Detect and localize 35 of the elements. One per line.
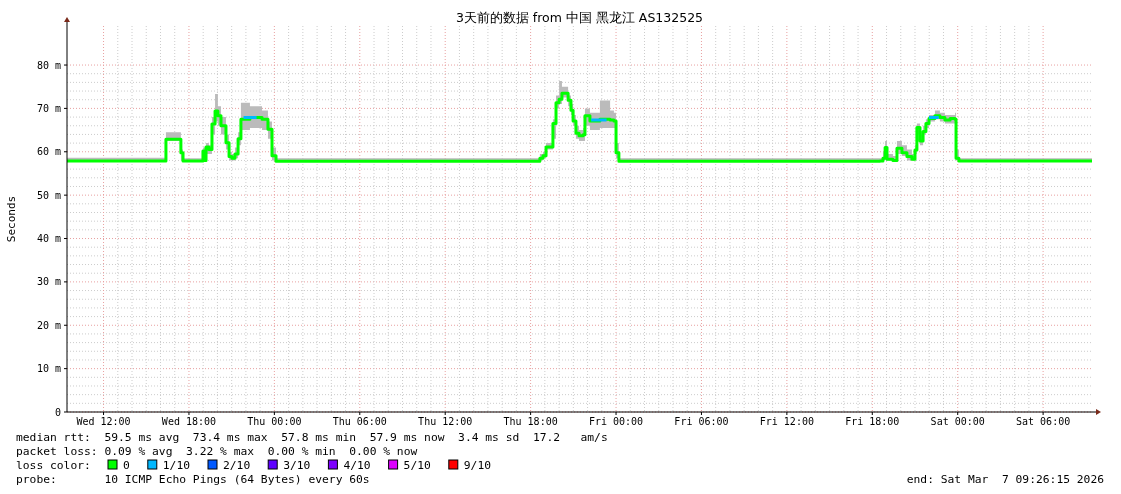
x-tick-label: Wed 18:00	[161, 416, 217, 427]
x-tick-label: Thu 00:00	[247, 416, 302, 427]
chart-title: 3天前的数据 from 中国 黑龙江 AS132525	[455, 10, 704, 25]
x-tick-label: Fri 18:00	[845, 416, 900, 427]
legend-label: 2/10	[223, 459, 251, 472]
legend-label: 5/10	[403, 459, 431, 472]
legend-label: 1/10	[162, 459, 191, 472]
y-tick-label: 60 m	[36, 146, 61, 158]
x-tick-label: Sat 06:00	[1016, 416, 1071, 427]
text: median rtt: 59.5 ms avg 73.4 ms max 57.8 ms min 57.9 ms now 3.4 ms sd 17.2 am/s	[16, 431, 608, 444]
x-tick-label: Fri 06:00	[674, 416, 729, 427]
y-tick-label: 80 m	[36, 59, 61, 71]
x-tick-label: Sat 00:00	[930, 416, 985, 427]
x-tick-label: Fri 00:00	[588, 416, 644, 427]
legend-label: 0	[123, 459, 130, 472]
legend-title: loss color:	[16, 459, 91, 472]
x-tick-label: Thu 06:00	[332, 416, 387, 427]
y-tick-label: 70 m	[36, 102, 61, 114]
x-tick-label: Thu 12:00	[418, 416, 473, 427]
y-axis-title: Seconds	[5, 195, 18, 243]
y-tick-label: 20 m	[36, 319, 61, 331]
text: packet loss: 0.09 % avg 3.22 % max 0.00 % min 0.00 % now	[16, 445, 418, 458]
text: probe: 10 ICMP Echo Pings (64 Bytes) every 60s	[16, 473, 370, 486]
legend-label: 3/10	[283, 459, 311, 472]
y-tick-label: 10 m	[36, 363, 61, 375]
x-tick-label: Wed 12:00	[76, 416, 131, 427]
legend-label: 4/10	[343, 459, 371, 472]
x-tick-label: Thu 18:00	[503, 416, 558, 427]
text: end: Sat Mar 7 09:26:15 2026	[906, 473, 1105, 486]
y-tick-label: 0	[54, 406, 61, 418]
y-tick-label: 50 m	[36, 189, 61, 201]
y-tick-label: 40 m	[36, 233, 61, 245]
legend-label: 9/10	[463, 459, 492, 472]
x-tick-label: Fri 12:00	[759, 416, 814, 427]
y-tick-label: 30 m	[36, 276, 61, 288]
